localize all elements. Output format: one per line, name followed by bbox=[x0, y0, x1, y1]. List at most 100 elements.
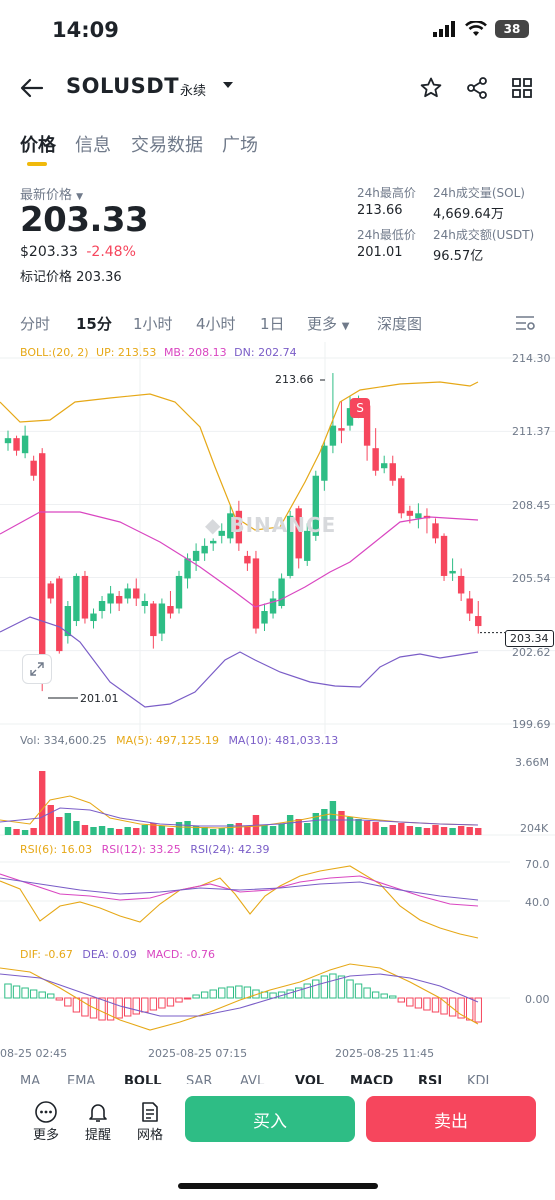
volume-bar bbox=[363, 821, 371, 835]
volume-chart-svg[interactable] bbox=[0, 748, 555, 836]
macd-histogram-bar bbox=[371, 991, 380, 999]
volume-bar bbox=[115, 829, 123, 835]
time-axis-0: 08-25 02:45 bbox=[0, 1047, 68, 1060]
min-price-label: 201.01 bbox=[80, 692, 119, 705]
vol-ma10: MA(10): 481,033.13 bbox=[228, 734, 339, 747]
volume-chart[interactable] bbox=[0, 748, 555, 836]
grid-menu-button[interactable] bbox=[506, 72, 538, 104]
tab-info[interactable]: 信息 bbox=[75, 135, 111, 156]
macd-histogram-bar bbox=[218, 987, 226, 999]
macd-histogram-bar bbox=[380, 993, 388, 999]
macd-histogram-bar bbox=[414, 997, 423, 1009]
price-usd-row: $203.33 -2.48% bbox=[20, 244, 136, 260]
rsi-chart[interactable] bbox=[0, 856, 555, 944]
volume-bar bbox=[210, 829, 217, 835]
volume-bar bbox=[423, 828, 431, 835]
grid-trading-button[interactable]: 网格 bbox=[132, 1100, 168, 1143]
fullscreen-button[interactable] bbox=[22, 654, 52, 684]
boll-legend: BOLL:(20, 2) UP: 213.53 MB: 208.13 DN: 2… bbox=[20, 346, 297, 359]
volume-bar bbox=[312, 813, 319, 835]
volume-bar bbox=[73, 821, 80, 835]
macd-histogram-bar bbox=[235, 985, 243, 999]
main-chart-svg[interactable] bbox=[0, 342, 555, 734]
status-icons: 38 bbox=[433, 20, 529, 38]
macd-histogram-bar bbox=[47, 993, 55, 999]
macd-histogram-bar bbox=[81, 997, 89, 1017]
vol-label: 24h成交量(SOL) bbox=[433, 186, 525, 200]
tab-trading-data[interactable]: 交易数据 bbox=[131, 135, 203, 156]
grid-doc-icon bbox=[142, 1102, 158, 1122]
buy-button[interactable]: 买入 bbox=[185, 1096, 355, 1142]
star-icon bbox=[420, 77, 442, 98]
rsi-chart-svg[interactable] bbox=[0, 856, 555, 944]
vol-legend: Vol: 334,600.25 MA(5): 497,125.19 MA(10)… bbox=[20, 734, 338, 747]
boll-label: BOLL:(20, 2) bbox=[20, 346, 89, 359]
macd-histogram-bar bbox=[149, 997, 158, 1011]
volume-bar bbox=[141, 825, 148, 835]
volume-bar bbox=[90, 827, 97, 835]
interval-1h[interactable]: 1小时 bbox=[133, 315, 173, 333]
symbol-title[interactable]: SOLUSDT bbox=[66, 74, 180, 98]
volume-bar bbox=[39, 771, 46, 835]
macd-histogram-bar bbox=[363, 987, 371, 999]
symbol-dropdown-icon[interactable] bbox=[222, 78, 234, 94]
boll-upper-line bbox=[0, 381, 479, 531]
favorite-button[interactable] bbox=[415, 72, 447, 104]
macd-histogram-bar bbox=[141, 997, 149, 1013]
rsi12-line bbox=[0, 873, 479, 907]
tab-price[interactable]: 价格 bbox=[20, 135, 56, 156]
volume-bar bbox=[47, 805, 54, 835]
more-dots-icon bbox=[35, 1101, 57, 1123]
main-chart[interactable] bbox=[0, 342, 555, 734]
interval-15m[interactable]: 15分 bbox=[76, 315, 112, 333]
candle-body bbox=[252, 558, 260, 629]
interval-4h[interactable]: 4小时 bbox=[196, 315, 236, 333]
battery-icon: 38 bbox=[495, 20, 529, 38]
interval-more[interactable]: 更多 ▼ bbox=[307, 315, 350, 333]
last-price-label: 最新价格 ▼ bbox=[20, 188, 84, 203]
interval-1d[interactable]: 1日 bbox=[260, 315, 285, 333]
candle-body bbox=[346, 408, 354, 426]
candle-body bbox=[90, 613, 97, 622]
tab-underline bbox=[27, 162, 47, 166]
volume-bar bbox=[150, 823, 157, 835]
sell-marker[interactable]: S bbox=[350, 398, 370, 418]
macd-histogram-bar bbox=[406, 997, 414, 1007]
volume-bar bbox=[466, 827, 473, 835]
depth-chart-tab[interactable]: 深度图 bbox=[377, 315, 423, 333]
chart-settings-button[interactable] bbox=[511, 309, 539, 337]
volume-bar bbox=[278, 824, 285, 835]
rsi6-line bbox=[0, 865, 479, 939]
back-arrow-icon bbox=[20, 78, 44, 98]
share-button[interactable] bbox=[461, 72, 493, 104]
home-indicator bbox=[178, 1183, 378, 1189]
volume-bar bbox=[175, 822, 183, 835]
more-button[interactable]: 更多 bbox=[28, 1100, 64, 1143]
mark-price-row: 标记价格 203.36 bbox=[20, 266, 122, 285]
interval-line[interactable]: 分时 bbox=[20, 315, 51, 333]
candle-body bbox=[150, 603, 157, 637]
candle-body bbox=[321, 445, 328, 481]
macd-chart-svg[interactable] bbox=[0, 960, 555, 1044]
volume-bar bbox=[30, 828, 37, 835]
price-axis-1: 211.37 bbox=[512, 425, 551, 438]
back-button[interactable] bbox=[16, 72, 48, 104]
expand-icon bbox=[30, 662, 44, 676]
sell-button[interactable]: 卖出 bbox=[366, 1096, 536, 1142]
boll-mb: MB: 208.13 bbox=[163, 346, 227, 359]
contract-type[interactable]: 永续 bbox=[180, 84, 207, 99]
volume-bar bbox=[244, 826, 251, 835]
price-axis-3: 205.54 bbox=[512, 572, 551, 585]
candle-body bbox=[338, 428, 345, 431]
candle-body bbox=[64, 606, 72, 637]
candle-body bbox=[295, 508, 302, 559]
macd-chart[interactable] bbox=[0, 960, 555, 1044]
macd-histogram-bar bbox=[295, 987, 303, 999]
tab-square[interactable]: 广场 bbox=[222, 135, 258, 156]
macd-histogram-bar bbox=[337, 975, 346, 999]
macd-histogram-bar bbox=[312, 979, 320, 999]
candle-body bbox=[235, 510, 243, 544]
chart-settings-icon bbox=[516, 316, 535, 330]
alert-button[interactable]: 提醒 bbox=[80, 1100, 116, 1143]
candle-body bbox=[184, 558, 191, 579]
